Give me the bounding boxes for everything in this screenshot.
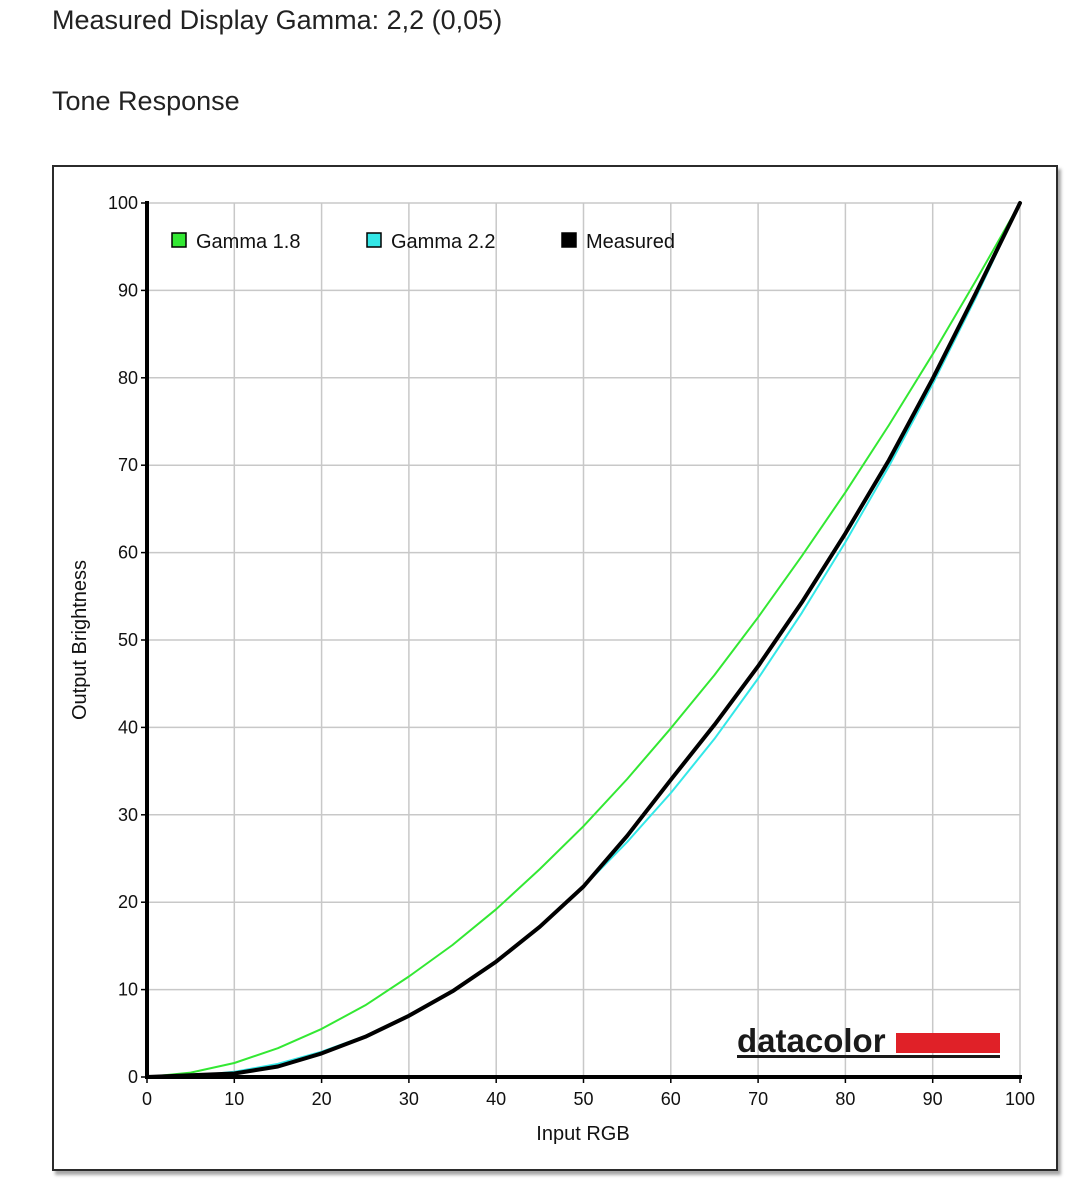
tone-response-chart: 0 10 20 30 40 50 60 70 80 90 100 0 10 20 30 40 50 60 70 80 9… bbox=[52, 165, 1058, 1171]
x-tick-label: 50 bbox=[573, 1089, 593, 1109]
y-tick-label: 70 bbox=[118, 455, 138, 475]
legend-swatch bbox=[171, 232, 187, 248]
x-axis-title: Input RGB bbox=[536, 1123, 629, 1145]
y-axis-title: Output Brightness bbox=[69, 560, 91, 720]
x-tick-label: 10 bbox=[224, 1089, 244, 1109]
y-tick-label: 40 bbox=[118, 717, 138, 737]
legend-item: Gamma 1.8 bbox=[171, 231, 300, 253]
y-tick-label: 60 bbox=[118, 543, 138, 563]
x-tick-label: 80 bbox=[835, 1089, 855, 1109]
legend-item: Measured bbox=[561, 231, 675, 253]
series-line-measured bbox=[145, 201, 1022, 1079]
measured-gamma-heading: Measured Display Gamma: 2,2 (0,05) bbox=[52, 5, 503, 35]
series-line-gamma-1-8 bbox=[146, 202, 1021, 1078]
series-layer bbox=[145, 201, 1022, 1079]
y-tick-label: 80 bbox=[118, 368, 138, 388]
x-tick-label: 30 bbox=[399, 1089, 419, 1109]
x-tick-label: 40 bbox=[486, 1089, 506, 1109]
y-tick-label: 100 bbox=[108, 193, 138, 213]
datacolor-logo: datacolor bbox=[737, 1022, 1000, 1059]
y-tick-label: 90 bbox=[118, 280, 138, 300]
legend-label: Gamma 2.2 bbox=[391, 231, 495, 253]
y-tick-label: 30 bbox=[118, 805, 138, 825]
tone-response-heading: Tone Response bbox=[52, 86, 240, 116]
y-tick-label: 0 bbox=[128, 1067, 138, 1087]
legend-swatch bbox=[366, 232, 382, 248]
x-tick-label: 0 bbox=[142, 1089, 152, 1109]
datacolor-logo-underline bbox=[737, 1055, 1000, 1058]
y-tick-label: 10 bbox=[118, 980, 138, 1000]
legend: Gamma 1.8 Gamma 2.2 Measured bbox=[171, 231, 675, 253]
grid-lines bbox=[147, 202, 1021, 1077]
datacolor-logo-bar bbox=[896, 1033, 1000, 1053]
datacolor-logo-text: datacolor bbox=[737, 1022, 886, 1059]
chart-canvas: 0 10 20 30 40 50 60 70 80 90 100 0 10 20 30 40 50 60 70 80 9… bbox=[69, 193, 1035, 1145]
legend-label: Gamma 1.8 bbox=[196, 231, 300, 253]
tick-labels: 0 10 20 30 40 50 60 70 80 90 100 0 10 20 30 40 50 60 70 80 9… bbox=[108, 193, 1035, 1109]
x-tick-label: 60 bbox=[661, 1089, 681, 1109]
legend-item: Gamma 2.2 bbox=[366, 231, 495, 253]
legend-swatch bbox=[561, 232, 577, 248]
x-tick-label: 100 bbox=[1005, 1089, 1035, 1109]
x-tick-label: 90 bbox=[923, 1089, 943, 1109]
y-tick-label: 50 bbox=[118, 630, 138, 650]
x-tick-label: 20 bbox=[312, 1089, 332, 1109]
y-tick-label: 20 bbox=[118, 892, 138, 912]
x-tick-label: 70 bbox=[748, 1089, 768, 1109]
legend-label: Measured bbox=[586, 231, 675, 253]
